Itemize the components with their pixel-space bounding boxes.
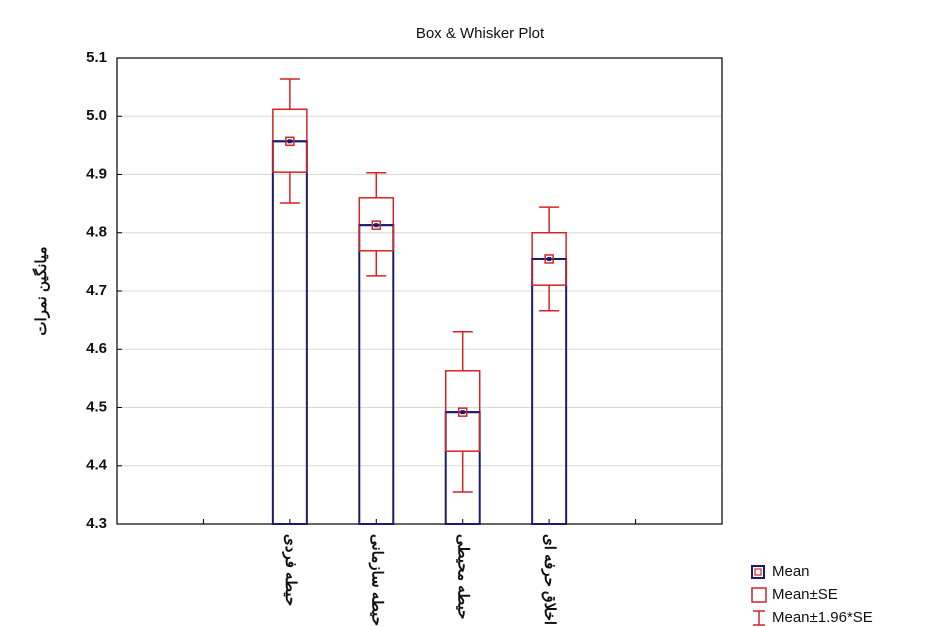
y-tick-label: 4.5 (86, 398, 107, 415)
mean-marker-core (547, 257, 551, 261)
legend-label: Mean (772, 563, 810, 580)
y-tick-label: 5.1 (86, 49, 107, 66)
y-tick-label: 4.6 (86, 340, 107, 357)
y-tick-label: 5.0 (86, 107, 107, 124)
x-tick-label: حیطه فردی (282, 534, 299, 606)
x-tick-label: اخلاق حرفه ای (541, 534, 558, 625)
x-tick-label: حیطه محیطی (455, 534, 472, 619)
y-tick-label: 4.4 (86, 457, 108, 474)
y-tick-label: 4.8 (86, 224, 107, 241)
mean-marker-core (374, 223, 378, 227)
chart-title: Box & Whisker Plot (416, 25, 545, 42)
y-tick-label: 4.3 (86, 515, 107, 532)
y-axis-label: میانگین نمرات (32, 246, 50, 335)
chart: Box & Whisker Plot میانگین نمرات 4.3 4.4 4… (0, 0, 935, 627)
x-tick-label: حیطه سازمانی (368, 534, 385, 626)
legend-label: Mean±1.96*SE (772, 609, 873, 626)
y-tick-label: 4.7 (86, 282, 107, 299)
mean-marker-core (288, 139, 292, 143)
y-tick-label: 4.9 (86, 165, 107, 182)
mean-marker-core (461, 410, 465, 414)
background (0, 0, 935, 627)
legend-label: Mean±SE (772, 586, 838, 603)
